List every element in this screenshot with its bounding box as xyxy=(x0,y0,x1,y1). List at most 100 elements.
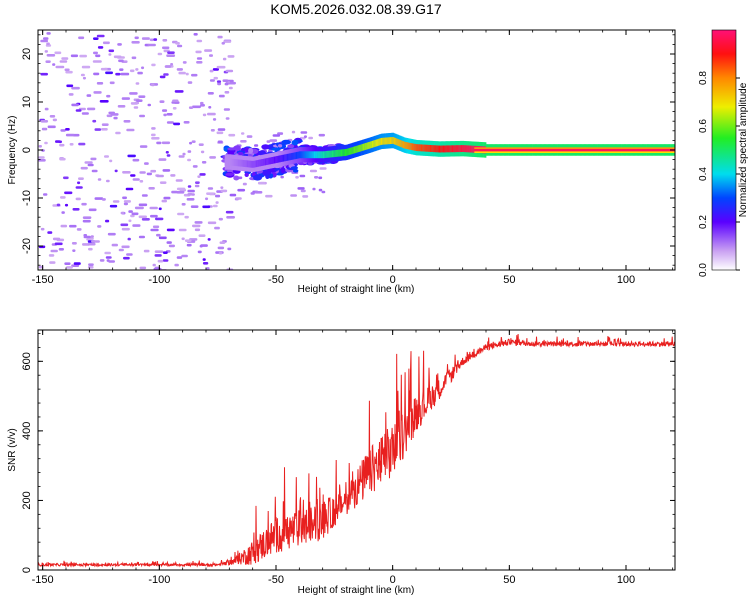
ridge-core xyxy=(288,153,290,161)
noise-cell xyxy=(123,120,131,123)
ridge-core xyxy=(437,145,439,153)
signal-cell xyxy=(225,172,235,176)
noise-cell xyxy=(208,106,212,109)
ridge-core xyxy=(419,144,422,152)
ridge-core xyxy=(422,144,424,152)
noise-cell xyxy=(189,141,193,145)
noise-cell xyxy=(107,232,116,236)
ridge-core xyxy=(330,150,332,158)
colorbar-label: Normalized spectral amplitude xyxy=(738,82,749,217)
noise-cell xyxy=(162,259,169,262)
ridge-core xyxy=(240,159,242,167)
noise-cell xyxy=(170,63,174,66)
noise-cell xyxy=(240,140,247,143)
noise-cell xyxy=(193,33,198,36)
ridge-core xyxy=(342,149,344,157)
noise-cell xyxy=(97,178,102,181)
ridge-core xyxy=(301,151,303,159)
noise-cell xyxy=(60,196,66,199)
noise-cell xyxy=(126,128,135,132)
ridge-core xyxy=(430,145,432,152)
noise-cell xyxy=(206,192,215,195)
ridge-core xyxy=(448,145,450,153)
noise-cell xyxy=(69,143,74,146)
ridge-core xyxy=(225,158,227,166)
y-tick-label: 200 xyxy=(21,491,33,509)
ridge-core xyxy=(343,149,346,157)
signal-cell xyxy=(291,139,299,146)
noise-cell xyxy=(177,44,183,48)
noise-cell xyxy=(93,51,98,55)
y-tick-label: 20 xyxy=(21,48,33,60)
figure-title: KOM5.2026.032.08.39.G17 xyxy=(270,1,441,17)
ridge-core xyxy=(224,158,226,166)
ridge-core xyxy=(435,145,437,153)
x-tick-label: -150 xyxy=(32,274,54,286)
noise-cell xyxy=(280,175,284,179)
noise-cell xyxy=(227,55,235,58)
signal-cell xyxy=(262,170,272,176)
ridge-core xyxy=(341,149,343,157)
snr-line xyxy=(38,333,675,568)
ridge-core xyxy=(365,143,367,150)
ridge-core xyxy=(472,145,474,153)
ridge-core xyxy=(317,151,319,159)
noise-cell xyxy=(209,156,216,159)
noise-cell xyxy=(134,206,144,210)
ridge-core xyxy=(418,144,420,152)
noise-cell xyxy=(147,43,156,47)
noise-cell xyxy=(202,205,211,209)
noise-cell xyxy=(129,92,138,95)
noise-cell xyxy=(113,55,122,59)
noise-cell xyxy=(210,129,215,132)
ridge-core xyxy=(315,151,317,159)
x-tick-label: 50 xyxy=(503,574,515,586)
noise-cell xyxy=(226,216,235,219)
ridge-core xyxy=(377,139,379,146)
noise-cell xyxy=(90,157,97,161)
noise-cell xyxy=(200,150,205,154)
ridge-core xyxy=(272,156,274,164)
noise-cell xyxy=(43,193,48,196)
noise-cell xyxy=(166,154,171,157)
ridge-band-edge xyxy=(474,147,675,150)
noise-cell xyxy=(192,105,201,109)
noise-cell xyxy=(158,236,167,240)
x-tick-label: 50 xyxy=(503,274,515,286)
ridge-core xyxy=(397,139,399,146)
noise-cell xyxy=(318,188,323,192)
ridge-core xyxy=(230,158,232,166)
noise-cell xyxy=(170,174,176,177)
signal-cell xyxy=(278,144,283,148)
noise-cell xyxy=(45,60,51,63)
ridge-core xyxy=(263,158,265,166)
noise-cell xyxy=(217,35,223,39)
ridge-core xyxy=(258,159,260,167)
noise-cell xyxy=(215,201,219,204)
ridge-core xyxy=(458,145,460,153)
ridge-core xyxy=(268,157,270,165)
ridge-core xyxy=(345,149,347,156)
spectrogram-ylabel: Frequency (Hz) xyxy=(7,116,18,185)
noise-cell xyxy=(300,131,308,134)
noise-cell xyxy=(40,227,45,231)
ridge-core xyxy=(399,139,401,147)
noise-cell xyxy=(163,196,171,200)
noise-cell xyxy=(225,210,234,214)
noise-cell xyxy=(94,197,104,200)
noise-cell xyxy=(126,253,133,256)
noise-cell xyxy=(69,224,77,228)
noise-cell xyxy=(64,262,71,265)
noise-cell xyxy=(162,109,168,112)
noise-cell xyxy=(149,206,158,210)
ridge-core xyxy=(250,160,252,168)
noise-cell xyxy=(151,137,160,140)
ridge-core xyxy=(383,137,386,145)
noise-cell xyxy=(82,76,86,80)
noise-cell xyxy=(217,82,222,86)
ridge-core xyxy=(325,151,327,158)
ridge-core xyxy=(272,157,274,164)
noise-cell xyxy=(138,235,145,239)
noise-cell xyxy=(207,92,214,95)
ridge-core xyxy=(445,145,447,153)
